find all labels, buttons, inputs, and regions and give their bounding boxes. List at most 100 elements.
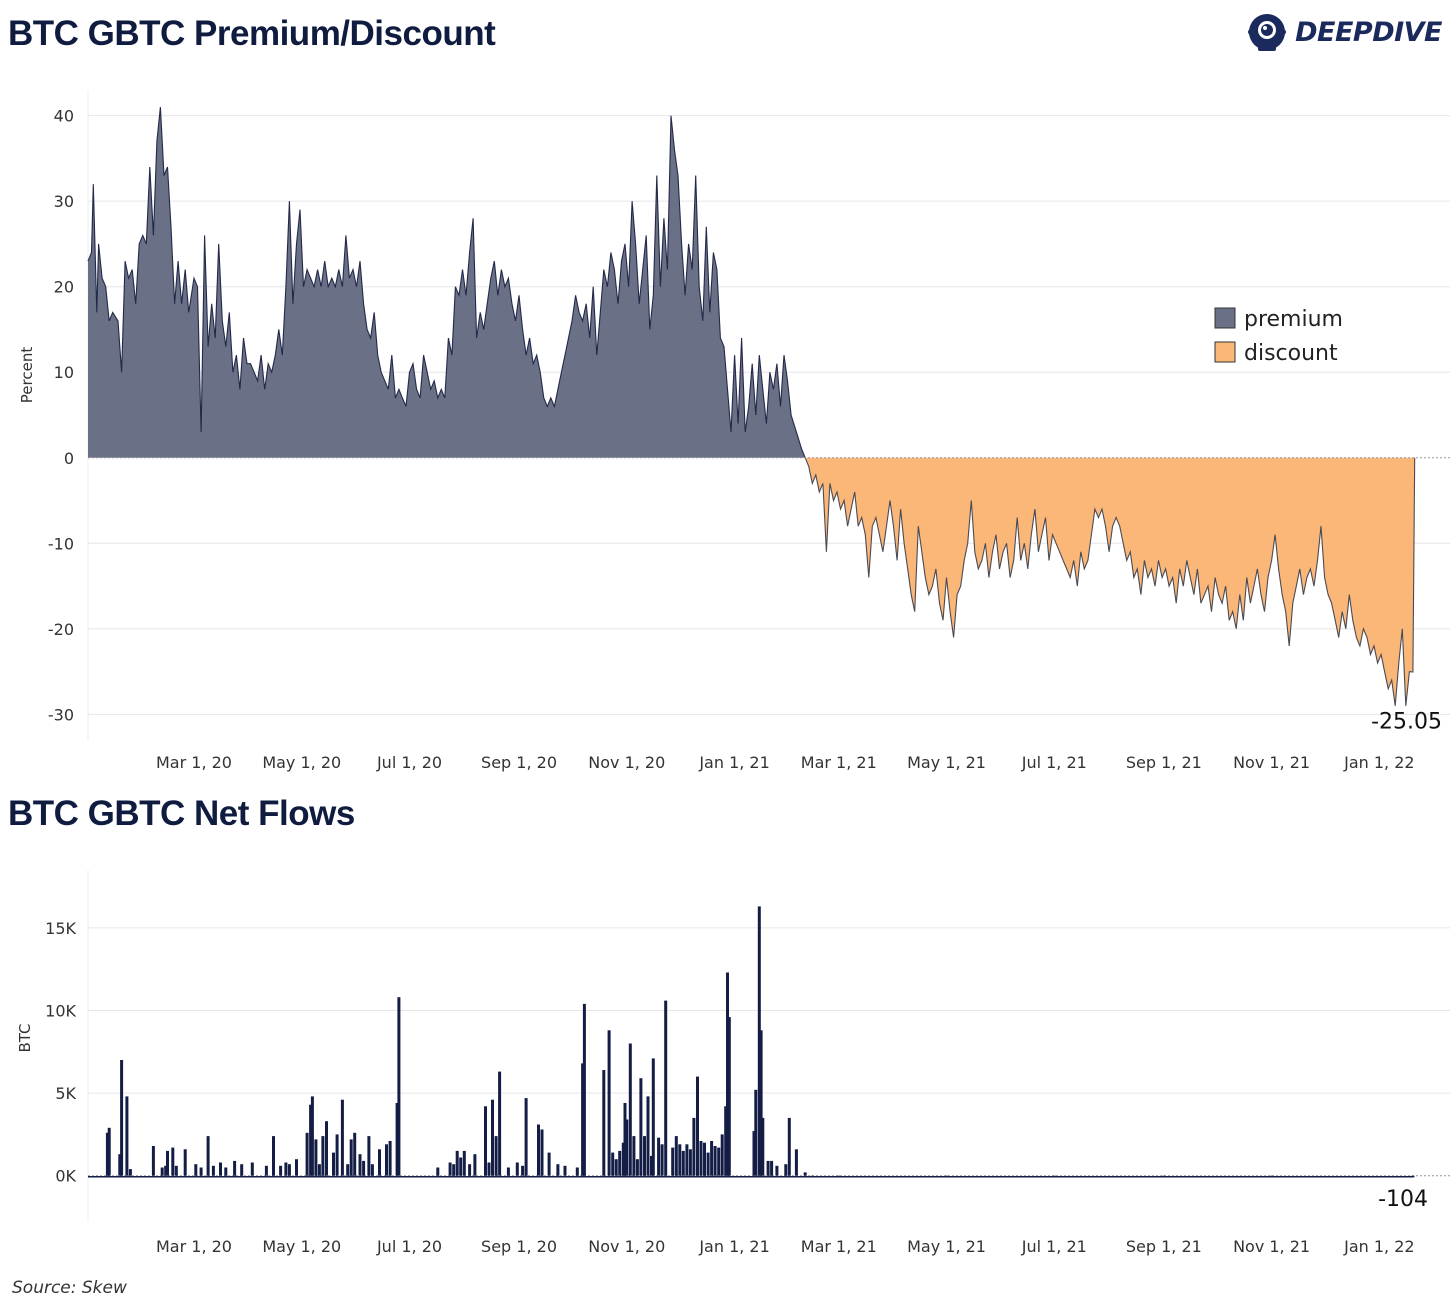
flow-bar xyxy=(118,1154,122,1176)
flow-bar xyxy=(646,1096,650,1176)
flow-bar xyxy=(664,1000,668,1176)
y-tick-label: 15K xyxy=(45,919,76,938)
flow-bar xyxy=(459,1157,463,1176)
flow-bar xyxy=(287,1164,291,1176)
flow-bar xyxy=(436,1167,440,1176)
flow-bar xyxy=(770,1160,774,1176)
flow-bar xyxy=(766,1160,770,1176)
premium-chart-title: BTC GBTC Premium/Discount xyxy=(8,14,496,53)
diving-helmet-icon xyxy=(1248,14,1287,51)
flow-bar xyxy=(1270,1175,1274,1178)
flow-bar xyxy=(125,1096,129,1176)
flow-bar xyxy=(362,1160,366,1176)
legend-swatch-premium xyxy=(1214,307,1236,329)
flow-bar xyxy=(671,1147,675,1176)
flow-bar xyxy=(674,1136,678,1176)
last-value-label: -25.05 xyxy=(1371,709,1442,734)
premium-area xyxy=(88,107,806,458)
flow-bar xyxy=(199,1167,203,1176)
flow-bar xyxy=(397,997,401,1176)
y-tick-label: -30 xyxy=(48,705,74,724)
flow-bar xyxy=(335,1134,339,1176)
flow-bar xyxy=(358,1154,362,1176)
flow-bar xyxy=(305,1132,309,1176)
flow-bar xyxy=(945,1175,948,1177)
flow-bar xyxy=(521,1165,525,1176)
flow-bar xyxy=(346,1164,350,1176)
flow-bar xyxy=(353,1132,357,1176)
flow-bar xyxy=(651,1058,655,1176)
flow-bar xyxy=(487,1162,491,1176)
flow-bar xyxy=(317,1164,321,1176)
flow-bar xyxy=(713,1146,717,1176)
discount-line xyxy=(804,457,1416,706)
y-axis-label: Percent xyxy=(18,347,36,404)
logo-text: DEEPDIVE xyxy=(1295,16,1442,48)
premium-line xyxy=(87,107,806,459)
flow-bar xyxy=(395,1103,399,1176)
flow-bar xyxy=(635,1159,639,1176)
flow-bar xyxy=(462,1150,466,1176)
flow-bar xyxy=(621,1142,625,1176)
flow-bar xyxy=(183,1149,187,1176)
flow-bar xyxy=(515,1162,519,1176)
flow-bar xyxy=(784,1164,788,1176)
legend-swatch-discount xyxy=(1214,341,1236,363)
flow-bar xyxy=(650,1155,653,1176)
y-tick-label: 5K xyxy=(55,1084,76,1103)
flow-bar xyxy=(761,1117,765,1176)
flow-bar xyxy=(321,1136,325,1176)
flow-bar xyxy=(524,1098,528,1176)
flow-bar xyxy=(692,1117,696,1176)
flow-bar xyxy=(367,1136,371,1176)
flow-bar xyxy=(1162,1175,1166,1178)
x-tick-label: Mar 1, 20 xyxy=(156,1237,232,1256)
x-tick-label: Jul 1, 21 xyxy=(1021,753,1087,772)
flow-bar xyxy=(787,1117,791,1176)
flow-bar xyxy=(250,1162,254,1176)
x-tick-label: May 1, 21 xyxy=(907,753,986,772)
flow-bar xyxy=(160,1167,164,1176)
y-tick-label: 0 xyxy=(64,449,74,468)
flow-bar xyxy=(759,1030,763,1176)
x-tick-label: May 1, 21 xyxy=(907,1237,986,1256)
y-tick-label: 10 xyxy=(54,363,74,382)
flow-bar xyxy=(206,1136,210,1176)
flow-bar xyxy=(325,1121,328,1176)
flow-bar xyxy=(484,1106,487,1176)
flow-bar xyxy=(556,1164,560,1176)
x-tick-label: Mar 1, 21 xyxy=(801,753,877,772)
flow-bar xyxy=(794,1149,798,1176)
flow-bar xyxy=(706,1152,710,1176)
flow-bar xyxy=(611,1152,615,1176)
flow-bar xyxy=(455,1150,459,1176)
legend-label-discount: discount xyxy=(1244,341,1338,366)
flow-bar xyxy=(1411,1175,1415,1178)
net-flows-chart: 15K 10K 5K 0K BTC Mar 1, 20 May 1, 20 Jul 1, 20… xyxy=(16,870,1450,1256)
flow-bar xyxy=(295,1159,298,1176)
flow-bar xyxy=(775,1165,779,1176)
flow-bar xyxy=(279,1165,283,1176)
flow-bar xyxy=(540,1129,544,1176)
flow-bar xyxy=(491,1099,494,1176)
flow-bar xyxy=(151,1146,155,1176)
flow-bar xyxy=(233,1160,237,1176)
y-tick-label: -10 xyxy=(48,534,74,553)
x-tick-label: Nov 1, 20 xyxy=(588,1237,665,1256)
flow-bar xyxy=(164,1165,168,1176)
x-tick-label: Jul 1, 20 xyxy=(376,753,442,772)
x-tick-label: Sep 1, 20 xyxy=(481,1237,557,1256)
y-tick-label: -20 xyxy=(48,620,74,639)
x-tick-label: Sep 1, 21 xyxy=(1126,753,1202,772)
flow-bar xyxy=(717,1147,721,1176)
flow-bar xyxy=(166,1150,169,1176)
y-tick-label: 30 xyxy=(54,192,74,211)
flow-bar xyxy=(724,1106,728,1176)
flow-bar xyxy=(498,1071,502,1176)
flow-bar xyxy=(309,1104,313,1176)
x-tick-label: Nov 1, 20 xyxy=(588,753,665,772)
flow-bar xyxy=(171,1147,175,1176)
discount-area xyxy=(805,457,1415,706)
flow-bar xyxy=(810,1175,814,1178)
source-note: Source: Skew xyxy=(12,1278,127,1298)
